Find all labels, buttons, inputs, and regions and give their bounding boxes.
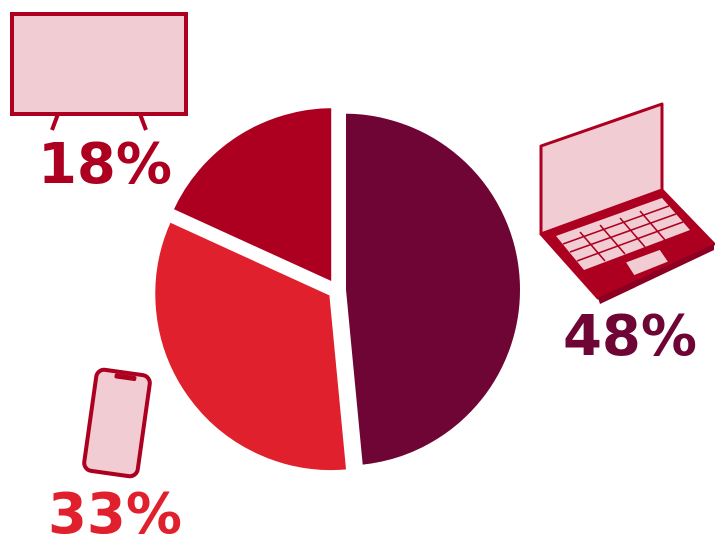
tv-icon: [10, 12, 188, 131]
value-label: 18%: [38, 132, 172, 197]
laptop-icon: [539, 102, 715, 304]
phone-icon: [82, 367, 152, 479]
value-label: 33%: [48, 482, 182, 543]
pie-slice: [169, 104, 336, 287]
value-label: 48%: [563, 304, 697, 369]
pie-slice: [151, 218, 351, 474]
pie-slice: [341, 109, 524, 469]
